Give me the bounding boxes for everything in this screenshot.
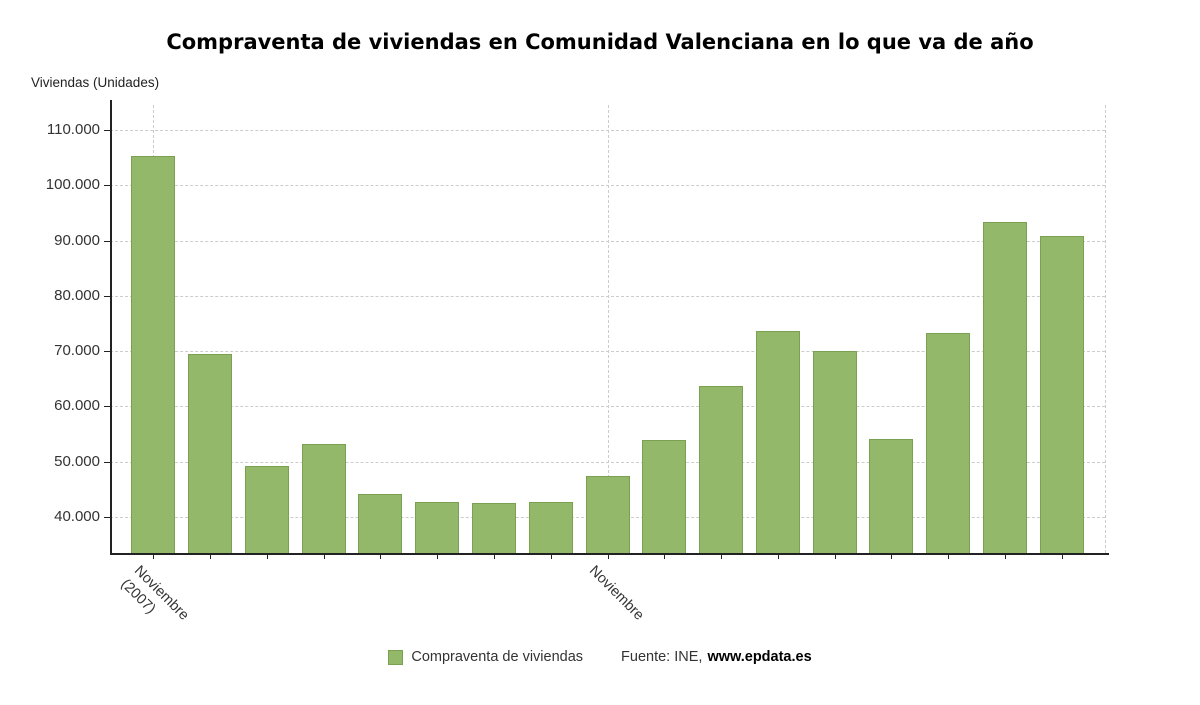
bar[interactable] [358,494,403,553]
bar[interactable] [926,333,971,553]
bar[interactable] [755,330,800,553]
x-axis-tick [721,554,723,559]
y-axis-tick [104,517,110,519]
gridline-vertical [607,105,609,553]
bar[interactable] [812,350,857,553]
x-axis-tick [323,554,325,559]
x-axis-tick [891,554,893,559]
y-tick-label: 40.000 [54,508,100,526]
y-tick-label: 60.000 [54,397,100,415]
bar[interactable] [585,476,630,553]
x-tick-label: Noviembre (2007) [117,562,193,638]
x-axis-tick [266,554,268,559]
y-tick-label: 100.000 [45,176,100,194]
y-axis-tick [104,351,110,353]
y-axis-tick [104,129,110,131]
x-axis-tick [948,554,950,559]
bar[interactable] [471,503,516,553]
bar[interactable] [188,353,233,553]
source-prefix: Fuente: INE, [621,649,703,665]
x-axis-tick [834,554,836,559]
y-axis-title: Viviendas (Unidades) [31,75,160,90]
x-axis-tick [437,554,439,559]
chart-title: Compraventa de viviendas en Comunidad Va… [166,30,1034,54]
bar[interactable] [244,465,289,553]
y-axis-tick [104,406,110,408]
bar[interactable] [1039,235,1084,553]
x-axis-tick [550,554,552,559]
x-axis-tick [1004,554,1006,559]
y-axis-tick [104,240,110,242]
x-axis-tick [380,554,382,559]
gridline-vertical [1105,105,1106,553]
bar[interactable] [528,502,573,553]
y-axis [110,100,112,553]
y-tick-label: 110.000 [46,120,100,138]
x-axis-tick [210,554,212,559]
x-axis-tick [153,554,155,559]
x-axis-tick [777,554,779,559]
legend-label: Compraventa de viviendas [411,649,584,665]
y-tick-label: 70.000 [54,342,100,360]
y-axis-tick [104,295,110,297]
bar[interactable] [301,444,346,553]
bar[interactable] [642,439,687,553]
bar[interactable] [131,156,176,553]
bar[interactable] [869,438,914,553]
x-axis-tick [664,554,666,559]
x-axis-tick [1061,554,1063,559]
x-tick-label-line: Noviembre [585,562,647,624]
legend-swatch-icon [388,649,404,665]
x-axis-tick [493,554,495,559]
x-axis-tick [607,554,609,559]
source-site: www.epdata.es [707,649,812,665]
legend: Compraventa de viviendas Fuente: INE, www… [0,649,1200,665]
bar[interactable] [699,385,744,553]
y-axis-tick [104,185,110,187]
bar[interactable] [415,502,460,553]
x-tick-label: Noviembre [584,562,647,625]
source-text: Fuente: INE, www.epdata.es [621,649,812,665]
y-tick-label: 50.000 [54,452,100,470]
legend-item[interactable]: Compraventa de viviendas [388,649,583,665]
y-tick-label: 90.000 [54,231,100,249]
y-tick-label: 80.000 [54,286,100,304]
y-axis-tick [104,461,110,463]
x-axis [110,553,1109,555]
bar[interactable] [982,221,1027,553]
